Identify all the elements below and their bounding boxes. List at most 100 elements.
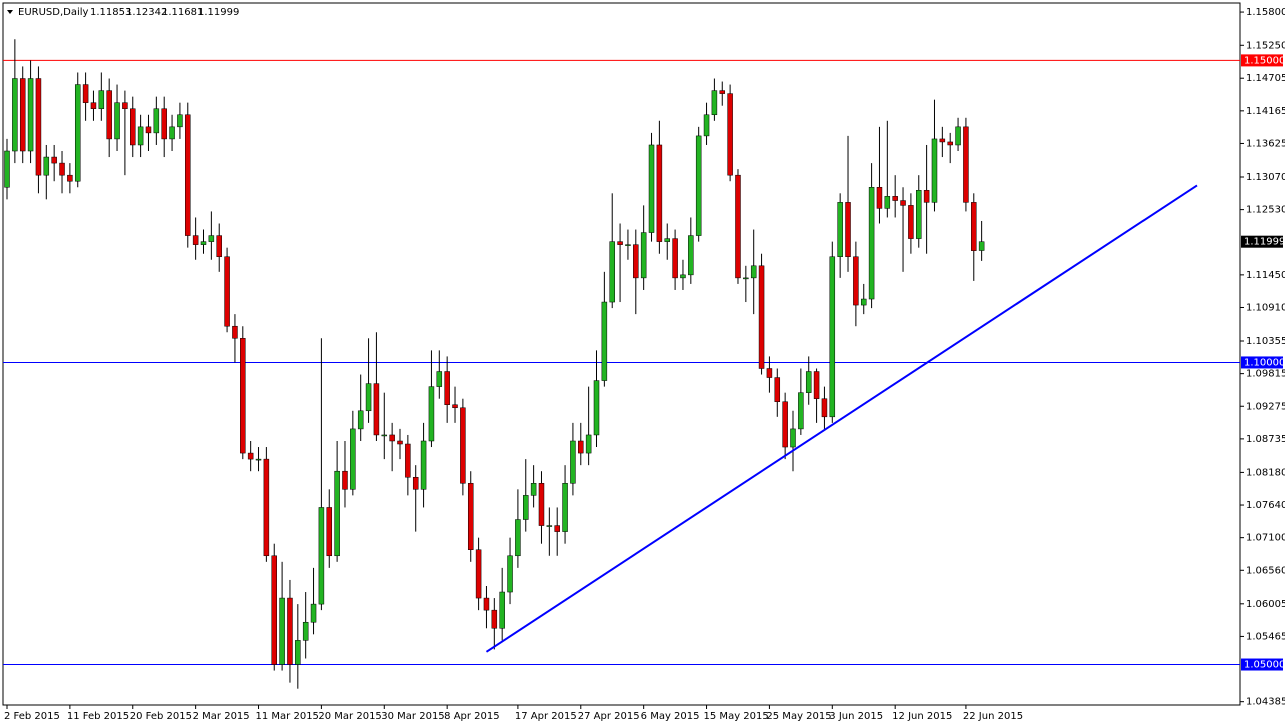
y-tick-label: 1.15250 xyxy=(1246,40,1285,51)
candle-body xyxy=(523,495,529,520)
candle-body xyxy=(326,507,333,557)
candle-body xyxy=(813,371,820,399)
candle-body xyxy=(680,274,686,279)
candle-body xyxy=(467,483,474,550)
candle-body xyxy=(554,525,560,532)
candle-body xyxy=(310,603,317,623)
candle-body xyxy=(67,174,73,182)
candle-body xyxy=(350,428,356,490)
y-tick-label: 1.15800 xyxy=(1246,7,1285,18)
candle-body xyxy=(342,470,348,490)
y-tick-label: 1.14705 xyxy=(1246,73,1285,84)
x-tick-label: 15 May 2015 xyxy=(704,711,769,722)
candle-body xyxy=(703,114,710,137)
candle-body xyxy=(900,200,906,206)
x-tick-label: 3 Jun 2015 xyxy=(829,711,883,722)
candle-body xyxy=(947,141,953,146)
level-label-box xyxy=(1241,54,1283,67)
level-label: 1.15000 xyxy=(1244,55,1285,66)
candle-body xyxy=(27,78,34,152)
header-open: 1.11853 xyxy=(90,7,131,18)
candle-body xyxy=(271,555,277,665)
candle-body xyxy=(884,196,891,209)
x-tick-label: 12 Jun 2015 xyxy=(892,711,952,722)
candle-body xyxy=(208,235,215,242)
candle-body xyxy=(436,371,443,387)
candle-body xyxy=(318,507,325,605)
candle-body xyxy=(727,93,733,176)
candle-body xyxy=(130,108,136,146)
candle-body xyxy=(224,256,230,327)
candle-body xyxy=(145,126,152,134)
candle-body xyxy=(216,235,222,257)
candle-body xyxy=(868,187,875,300)
candle-body xyxy=(805,371,812,393)
candle-body xyxy=(939,138,946,143)
candle-body xyxy=(750,265,757,279)
candle-body xyxy=(798,392,804,430)
plot-frame xyxy=(2,2,1241,706)
y-tick-label: 1.13070 xyxy=(1246,172,1285,183)
candle-body xyxy=(200,241,207,245)
candle-body xyxy=(515,519,521,557)
y-tick-label: 1.06560 xyxy=(1246,565,1285,576)
candle-body xyxy=(758,265,765,369)
candle-body xyxy=(247,452,254,460)
candle-body xyxy=(664,238,670,242)
candle-body xyxy=(829,256,836,418)
y-tick-label: 1.04385 xyxy=(1246,697,1285,708)
level-label: 1.10000 xyxy=(1244,357,1285,368)
candle-body xyxy=(955,126,961,146)
candle-body xyxy=(609,241,615,303)
candle-body xyxy=(766,368,773,378)
candle-body xyxy=(452,404,458,409)
candle-body xyxy=(405,443,411,478)
candle-body xyxy=(876,187,883,209)
menu-icon xyxy=(7,10,13,14)
y-tick-label: 1.09815 xyxy=(1246,369,1285,380)
candle-body xyxy=(373,383,380,436)
candle-body xyxy=(538,483,545,526)
x-tick-label: 20 Feb 2015 xyxy=(130,711,192,722)
candle-body xyxy=(153,108,160,134)
candle-body xyxy=(192,235,199,245)
candle-body xyxy=(51,156,57,164)
candle-body xyxy=(633,244,639,279)
candle-body xyxy=(420,440,427,490)
level-label-box xyxy=(1241,356,1283,369)
candle-body xyxy=(978,241,985,251)
candle-body xyxy=(695,135,702,236)
y-tick-label: 1.08180 xyxy=(1246,467,1285,478)
candle-body xyxy=(853,256,859,306)
candle-body xyxy=(483,597,490,611)
candle-body xyxy=(389,434,395,442)
candle-body xyxy=(232,325,238,339)
candle-body xyxy=(837,202,843,257)
trendline xyxy=(485,184,1198,653)
candle-body xyxy=(507,555,513,593)
candle-body xyxy=(381,434,388,437)
candle-body xyxy=(648,144,655,233)
y-tick-label: 1.07100 xyxy=(1246,533,1285,544)
candle-body xyxy=(585,434,592,454)
y-tick-label: 1.11450 xyxy=(1246,270,1285,281)
candle-body xyxy=(4,150,10,188)
candle-body xyxy=(240,338,246,454)
y-tick-label: 1.08735 xyxy=(1246,434,1285,445)
candle-body xyxy=(656,144,663,242)
x-tick-label: 27 Apr 2015 xyxy=(578,711,640,722)
x-tick-label: 30 Mar 2015 xyxy=(381,711,444,722)
candle-body xyxy=(334,470,340,557)
candle-body xyxy=(860,298,867,306)
candle-body xyxy=(743,277,749,280)
candle-body xyxy=(12,78,18,152)
header-low: 1.11681 xyxy=(162,7,203,18)
candle-body xyxy=(82,84,89,103)
y-tick-label: 1.13625 xyxy=(1246,138,1285,149)
candle-body xyxy=(357,410,364,430)
candle-body xyxy=(255,458,262,461)
candle-body xyxy=(428,386,435,442)
candle-body xyxy=(98,90,105,109)
x-tick-label: 20 Mar 2015 xyxy=(318,711,381,722)
